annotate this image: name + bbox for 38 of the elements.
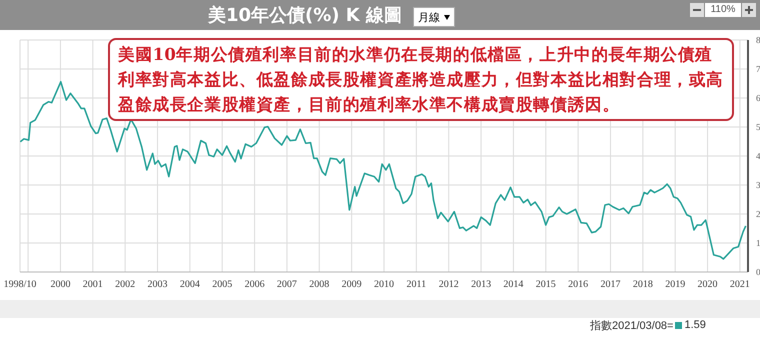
text: 指數2021/03/08= — [590, 318, 674, 332]
y-tick-label: 0 — [756, 267, 760, 278]
x-tick-label: 2000 — [50, 279, 70, 290]
dropdown-field: 月線 — [413, 7, 455, 27]
y-tick-label: 8 — [756, 35, 760, 46]
x-tick-label: 2002 — [115, 279, 136, 290]
x-tick-label: 2003 — [148, 279, 168, 290]
x-tick-label: 2016 — [568, 279, 588, 290]
y-tick-label: 7 — [756, 64, 760, 74]
x-tick-label: 2018 — [632, 279, 653, 290]
x-tick-label: 2012 — [438, 279, 459, 290]
x-tick-label: 2007 — [276, 279, 297, 290]
x-tick-label: 2013 — [471, 279, 492, 290]
x-tick-label: 2004 — [180, 279, 200, 290]
x-tick-label: 2010 — [374, 279, 394, 290]
x-tick-label: 2008 — [309, 279, 330, 290]
x-tick-label: 2019 — [665, 279, 686, 290]
y-tick-label: 6 — [756, 93, 760, 104]
x-tick-label: 2017 — [600, 279, 620, 290]
x-tick-label: 2011 — [406, 279, 426, 290]
x-tick-label: 2005 — [212, 279, 232, 290]
text: 110% — [705, 3, 741, 17]
x-tick-label: 2021 — [730, 279, 750, 290]
x-tick-label: 2020 — [698, 279, 718, 290]
x-tick-label: 2009 — [342, 279, 362, 290]
y-tick-label: 1 — [756, 238, 760, 248]
chart-title: 美10年公債(%) K 線圖 — [206, 4, 404, 27]
annotation: 美國10年期公債殖利率目前的水準仍在長期的低檔區，上升中的長年期公債殖利率對高本益比、低盈餘成長股權資產將造成壓力，但對本益比相對合理，或高盈餘成長企業股權資產，目前的殖利率水準不構成賣股轉債誘因。 — [108, 38, 734, 121]
x-tick-label: 2006 — [244, 279, 265, 290]
x-tick-label: 1998/10 — [4, 279, 36, 290]
x-tick-label: 2015 — [536, 279, 556, 290]
x-tick-label: 2014 — [503, 279, 524, 290]
y-tick-label: 2 — [756, 209, 760, 220]
y-tick-label: 4 — [756, 151, 760, 162]
y-tick-label: 3 — [756, 180, 760, 190]
y-tick-label: 5 — [756, 122, 760, 132]
text: 1.59 — [684, 319, 706, 331]
x-tick-label: 2001 — [82, 279, 103, 290]
